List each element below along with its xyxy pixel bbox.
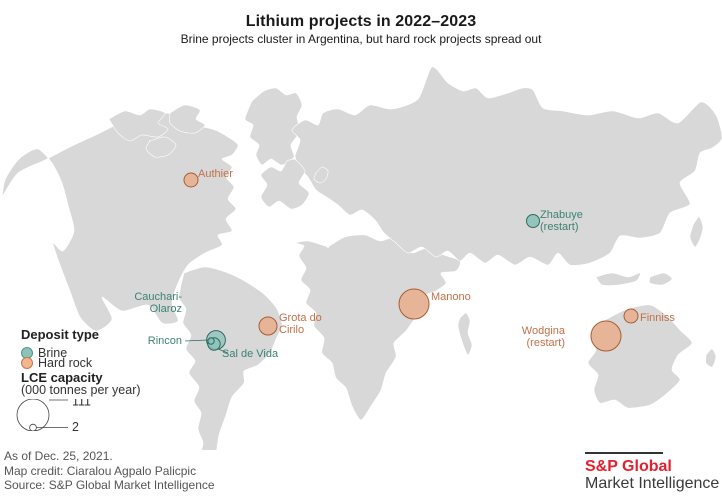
svg-text:Authier: Authier: [198, 168, 233, 180]
svg-text:Zhabuye: Zhabuye: [540, 209, 583, 221]
svg-text:111: 111: [72, 399, 91, 409]
svg-text:Finniss: Finniss: [640, 312, 675, 324]
svg-text:(restart): (restart): [540, 221, 579, 233]
svg-text:Sal de Vida: Sal de Vida: [222, 348, 279, 360]
svg-text:Olaroz: Olaroz: [150, 303, 182, 315]
svg-text:Manono: Manono: [431, 291, 471, 303]
svg-text:Rincon: Rincon: [148, 335, 182, 347]
svg-text:2: 2: [72, 420, 79, 431]
svg-text:Cauchari-: Cauchari-: [134, 291, 182, 303]
svg-text:(restart): (restart): [527, 337, 566, 349]
svg-text:Cirilo: Cirilo: [279, 324, 304, 336]
svg-text:Grota do: Grota do: [279, 312, 322, 324]
svg-text:Wodgina: Wodgina: [522, 325, 566, 337]
